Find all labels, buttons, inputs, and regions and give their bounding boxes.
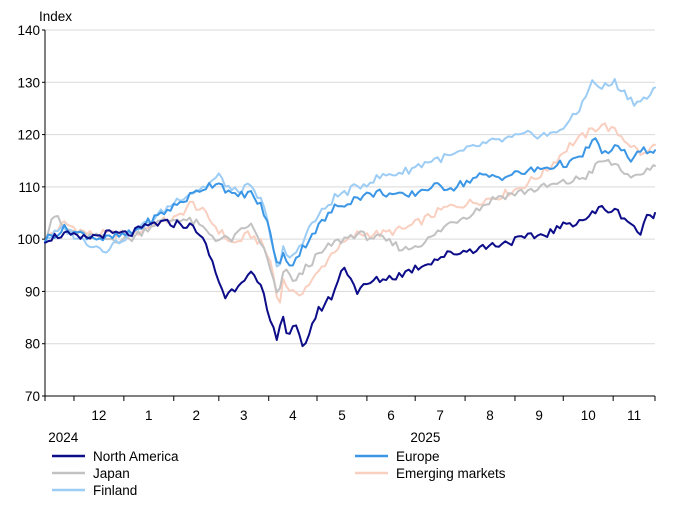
x-tick-label-5: 5 [338,408,346,423]
year-label-2024: 2024 [48,430,79,445]
grid-lines [45,29,655,345]
legend-label-emerging-markets: Emerging markets [396,466,506,481]
y-tick-label-130: 130 [17,75,40,90]
x-tick-label-3: 3 [240,408,248,423]
x-tick-label-4: 4 [289,408,297,423]
legend-label-japan: Japan [93,466,130,481]
y-tick-label-120: 120 [17,128,40,143]
x-tick-label-2: 2 [193,408,201,423]
y-tick-label-70: 70 [25,389,40,404]
x-tick-label-7: 7 [436,408,444,423]
x-tick-label-8: 8 [486,408,494,423]
x-tick-label-6: 6 [387,408,395,423]
series-line-north-america [44,204,656,348]
x-tick-label-9: 9 [535,408,543,423]
series-line-japan [44,158,656,294]
x-tick-label-1: 1 [145,408,153,423]
x-tick-label-10: 10 [581,408,596,423]
y-tick-label-110: 110 [18,180,40,195]
legend-label-europe: Europe [396,449,440,464]
legend: North America Europe Japan Emerging markets… [52,449,506,498]
y-axis-title: Index [39,9,72,24]
series-line-finland [44,78,656,268]
x-tick-label-12: 12 [91,408,106,423]
year-label-2025: 2025 [410,430,440,445]
legend-label-north-america: North America [93,449,179,464]
series-lines [44,78,656,348]
series-line-emerging-markets [44,122,656,304]
x-tick-label-11: 11 [627,408,641,423]
y-tick-label-140: 140 [17,23,40,38]
y-tick-label-100: 100 [17,232,40,247]
y-tick-label-90: 90 [25,284,40,299]
legend-label-finland: Finland [93,483,137,498]
series-line-europe [44,137,656,267]
y-tick-label-80: 80 [25,337,40,352]
